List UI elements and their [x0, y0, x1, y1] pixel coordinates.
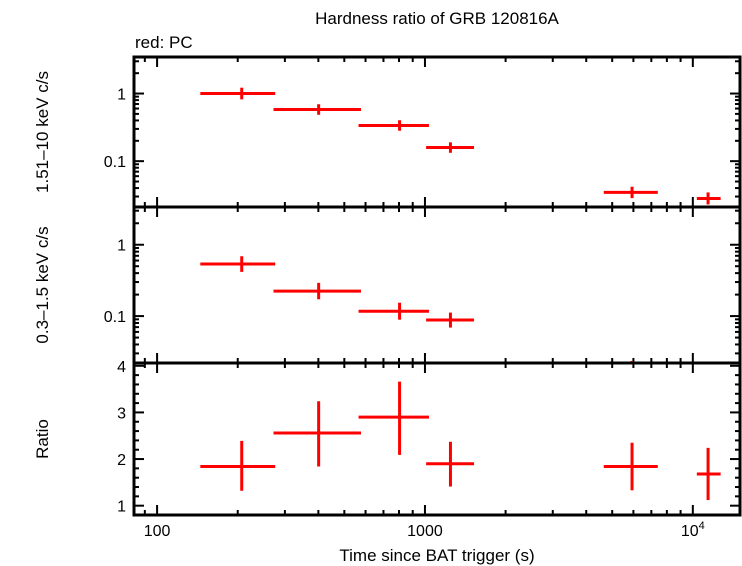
data-point	[358, 381, 429, 455]
data-points	[200, 381, 721, 501]
data-point	[426, 142, 475, 153]
data-point	[696, 447, 721, 501]
y-tick-label: 1	[117, 499, 126, 516]
y-tick-label: 3	[117, 405, 126, 422]
y-tick-label: 0.1	[104, 309, 126, 326]
data-point	[358, 120, 429, 131]
x-tick-exponent: 4	[699, 520, 705, 532]
y-axis-label: 1.51–10 keV c/s	[33, 71, 52, 193]
data-point	[200, 87, 276, 100]
data-point	[697, 364, 721, 380]
data-point	[696, 192, 721, 205]
panel-1: 1 0.1 1.51–10 keV c/s	[33, 55, 742, 209]
data-point	[358, 302, 429, 320]
x-tick-label: 104	[681, 520, 705, 540]
y-tick-label: 1	[117, 238, 126, 255]
data-point	[426, 441, 475, 487]
y-axis-label: Ratio	[33, 419, 52, 459]
panel-3: 1 2 3 4 Ratio	[33, 359, 742, 517]
y-tick-label: 4	[117, 359, 126, 376]
panel-frame	[132, 361, 742, 517]
data-point	[603, 442, 658, 491]
data-points	[200, 87, 721, 205]
data-point	[200, 440, 276, 491]
y-tick-label: 0.1	[104, 154, 126, 171]
chart-title: Hardness ratio of GRB 120816A	[315, 9, 559, 28]
data-points	[200, 256, 721, 380]
data-point	[603, 186, 658, 199]
x-tick-label: 1000	[407, 523, 443, 540]
y-axis-label: 0.3–1.5 keV c/s	[33, 226, 52, 343]
data-point	[273, 401, 361, 467]
data-point	[200, 256, 276, 272]
panel-2: 1 0.1 0.3–1.5 keV c/s	[33, 205, 742, 380]
panel-frame	[132, 55, 742, 209]
data-point	[273, 282, 361, 300]
y-tick-label: 2	[117, 452, 126, 469]
x-tick-label: 100	[144, 523, 171, 540]
chart-subtitle: red: PC	[135, 33, 193, 52]
y-tick-label: 1	[117, 87, 126, 104]
data-point	[273, 104, 361, 115]
panel-frame	[132, 205, 742, 365]
x-axis-label: Time since BAT trigger (s)	[339, 546, 534, 565]
data-point	[426, 312, 475, 328]
